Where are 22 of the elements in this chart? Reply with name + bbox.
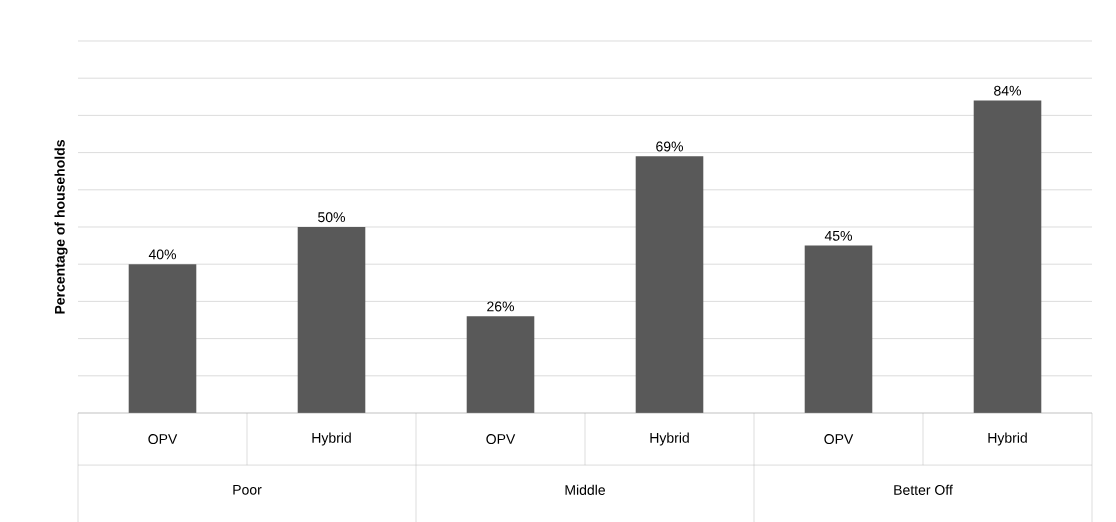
text: Middle bbox=[565, 484, 605, 495]
x-tick-label: Hybrid bbox=[312, 432, 351, 446]
text: Better Off bbox=[894, 484, 953, 495]
x-tick-label: OPV bbox=[824, 434, 854, 444]
data-label: 45% bbox=[824, 230, 853, 241]
bar bbox=[635, 156, 704, 413]
data-label: 50% bbox=[318, 212, 346, 223]
data-label: 26% bbox=[487, 301, 515, 312]
bar bbox=[128, 264, 197, 413]
text: Poor bbox=[233, 484, 262, 495]
x-tick-label: Hybrid bbox=[650, 432, 689, 446]
x-tick-label: Hybrid bbox=[988, 432, 1027, 446]
bar bbox=[804, 245, 873, 413]
data-label: 69% bbox=[656, 141, 684, 152]
bar bbox=[973, 100, 1042, 413]
x-tick-label: OPV bbox=[148, 434, 178, 444]
data-label: 40% bbox=[148, 249, 177, 260]
x-tick-label: OPV bbox=[486, 434, 516, 444]
bar bbox=[466, 316, 535, 413]
bar bbox=[297, 227, 366, 413]
data-label: 84% bbox=[994, 85, 1022, 96]
y-axis-title: Percentage of households bbox=[54, 140, 68, 314]
